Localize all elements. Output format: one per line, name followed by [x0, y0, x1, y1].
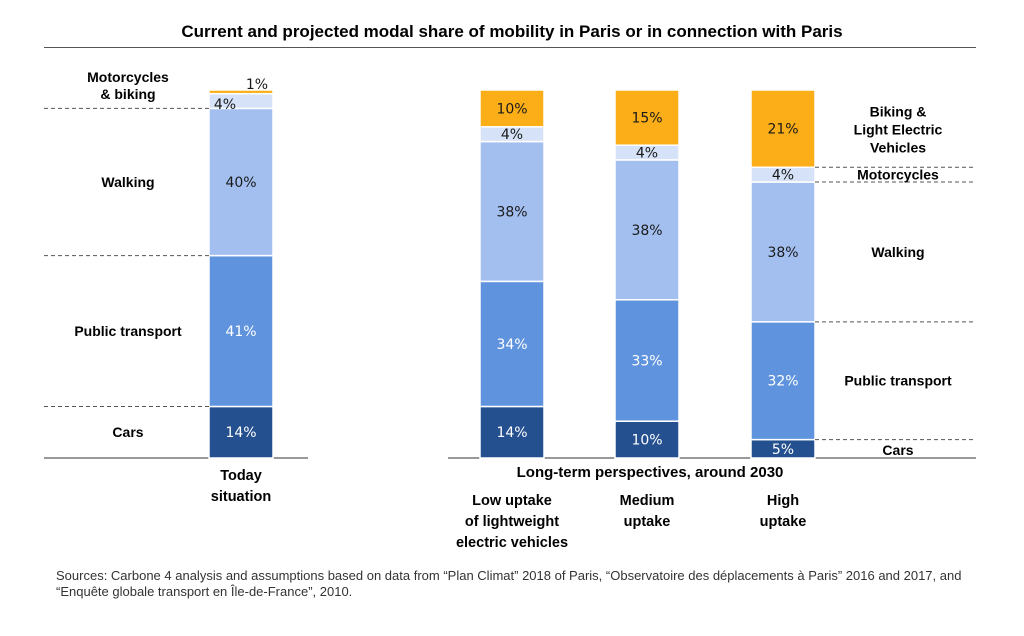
group-label: Long-term perspectives, around 2030 — [516, 464, 784, 481]
left-label-motorcycles-biking: Motorcycles & biking — [87, 69, 169, 102]
value-label-public-transport: 32% — [767, 374, 798, 390]
value-label-biking: 10% — [496, 101, 527, 117]
value-label-biking: 15% — [631, 111, 662, 127]
value-label-walking: 38% — [767, 245, 798, 261]
value-label-walking: 38% — [496, 204, 527, 220]
value-label-motorcycles: 4% — [214, 97, 236, 113]
value-label-cars: 10% — [631, 433, 662, 449]
value-label-motorcycles: 4% — [772, 168, 794, 184]
right-label-public-transport: Public transport — [844, 373, 952, 389]
value-label-motorcycles: 4% — [501, 127, 523, 143]
bar-category-label: Medium uptake — [620, 493, 675, 530]
chart-title: Current and projected modal share of mob… — [181, 22, 843, 41]
bar-segment-public-transport — [750, 321, 816, 441]
bar-segment-biking — [208, 89, 274, 95]
value-label-public-transport: 33% — [631, 353, 662, 369]
right-label-biking: Biking & Light Electric Vehicles — [854, 104, 943, 156]
bar-segment-public-transport — [479, 280, 545, 408]
value-label-cars: 5% — [772, 442, 794, 458]
bar-category-label: High uptake — [760, 493, 807, 530]
left-label-walking: Walking — [101, 174, 154, 190]
bar-segment-cars — [479, 405, 545, 459]
bar-segment-biking — [479, 89, 545, 128]
bar-segment-walking — [750, 181, 816, 323]
bar-segment-cars — [208, 405, 274, 459]
value-label-walking: 40% — [225, 175, 256, 191]
value-label-biking: 21% — [767, 122, 798, 138]
right-label-cars: Cars — [882, 442, 913, 458]
value-label-cars: 14% — [496, 425, 527, 441]
bar-segment-biking — [750, 89, 816, 169]
value-label-motorcycles: 4% — [636, 146, 658, 162]
right-label-walking: Walking — [871, 244, 924, 260]
value-label-walking: 38% — [631, 223, 662, 239]
title-divider — [44, 47, 976, 48]
source-note: Sources: Carbone 4 analysis and assumpti… — [56, 568, 962, 599]
bar-segment-public-transport — [208, 254, 274, 408]
bar-category-label: Today situation — [211, 468, 271, 505]
left-label-cars: Cars — [112, 424, 143, 440]
right-label-motorcycles: Motorcycles — [857, 167, 939, 183]
value-label-cars: 14% — [225, 425, 256, 441]
value-label-public-transport: 41% — [225, 324, 256, 340]
bar-segment-biking — [614, 89, 680, 146]
value-label-public-transport: 34% — [496, 337, 527, 353]
bar-category-label: Low uptake of lightweight electric vehicle… — [456, 493, 568, 551]
left-label-public-transport: Public transport — [74, 323, 182, 339]
bar-segment-walking — [614, 159, 680, 301]
bar-segment-public-transport — [614, 299, 680, 422]
value-label-biking: 1% — [246, 77, 268, 93]
bar-segment-walking — [479, 140, 545, 283]
